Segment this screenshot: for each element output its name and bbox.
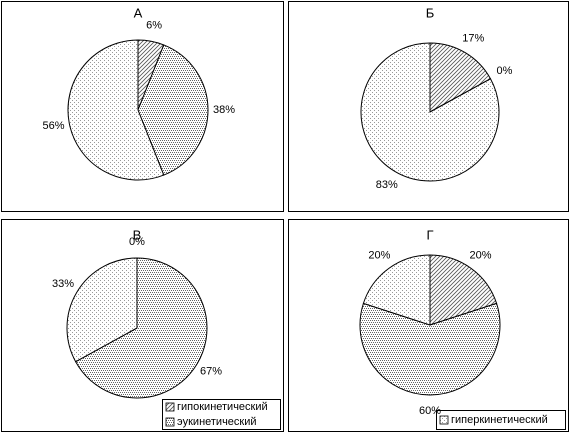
value-label: 67% — [200, 366, 222, 378]
legend-label: эукинетический — [177, 416, 257, 428]
value-label: 6% — [146, 19, 162, 31]
pie-slice — [137, 44, 209, 176]
value-label: 20% — [470, 249, 492, 261]
chart-title: Б — [426, 5, 435, 20]
value-label: 20% — [368, 249, 390, 261]
legend-swatch — [165, 402, 175, 412]
legend-label: гипокинетический — [177, 401, 268, 413]
chart-title: Г — [426, 227, 433, 242]
value-label: 33% — [52, 278, 74, 290]
panel — [288, 1, 569, 212]
pie-slice — [429, 254, 498, 326]
pie-slice — [360, 42, 500, 182]
legend-box — [162, 399, 281, 430]
value-label: 60% — [419, 405, 441, 417]
pie-slice — [362, 254, 431, 326]
pie-slice — [429, 42, 492, 113]
panel — [1, 219, 284, 432]
value-label: 83% — [376, 179, 398, 191]
legend-swatch — [439, 415, 449, 425]
legend-label: гиперкинетический — [451, 414, 548, 426]
chart-title: А — [134, 5, 143, 20]
value-label: 38% — [213, 104, 235, 116]
legend-swatch — [165, 417, 175, 427]
pie-slice — [67, 39, 165, 181]
pie-slice — [74, 257, 208, 399]
value-label: 56% — [43, 120, 65, 132]
pie-slice — [66, 257, 138, 363]
chart-title: В — [133, 227, 142, 242]
panel — [288, 219, 569, 432]
pie-slice — [359, 302, 501, 396]
legend-box — [436, 410, 566, 430]
value-label: 0% — [129, 236, 145, 248]
value-label: 0% — [497, 65, 513, 77]
value-label: 17% — [462, 33, 484, 45]
panel — [1, 1, 284, 212]
